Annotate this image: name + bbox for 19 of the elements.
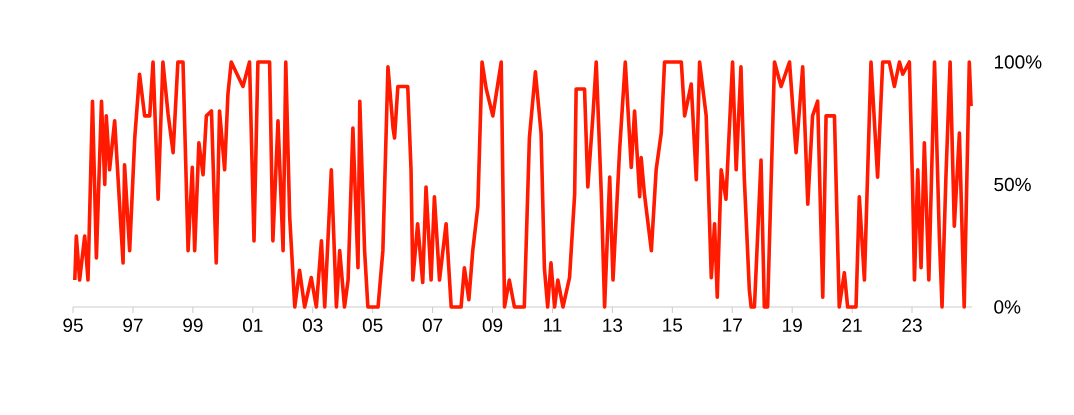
x-tick-label: 09 bbox=[482, 318, 503, 332]
y-tick-label: 0% bbox=[994, 300, 1021, 314]
x-tick-label: 05 bbox=[362, 318, 383, 332]
x-tick-label: 15 bbox=[663, 318, 683, 332]
y-tick-label: 100% bbox=[994, 55, 1042, 69]
x-tick-label: 23 bbox=[902, 318, 922, 332]
x-tick-label: 07 bbox=[422, 318, 443, 332]
x-tick-label: 21 bbox=[842, 318, 862, 332]
line-series bbox=[73, 60, 973, 309]
x-tick-label: 19 bbox=[783, 318, 802, 332]
x-tick-label: 99 bbox=[183, 318, 203, 332]
x-tick-label: 95 bbox=[63, 318, 83, 332]
x-tick-label: 03 bbox=[302, 318, 323, 332]
x-tick-label: 13 bbox=[603, 318, 623, 332]
x-tick-label: 17 bbox=[723, 318, 742, 332]
y-tick-label: 50% bbox=[994, 177, 1031, 192]
x-tick-label: 01 bbox=[242, 318, 263, 332]
x-tick-label: 97 bbox=[123, 318, 143, 332]
x-tick-label: 11 bbox=[544, 318, 562, 332]
